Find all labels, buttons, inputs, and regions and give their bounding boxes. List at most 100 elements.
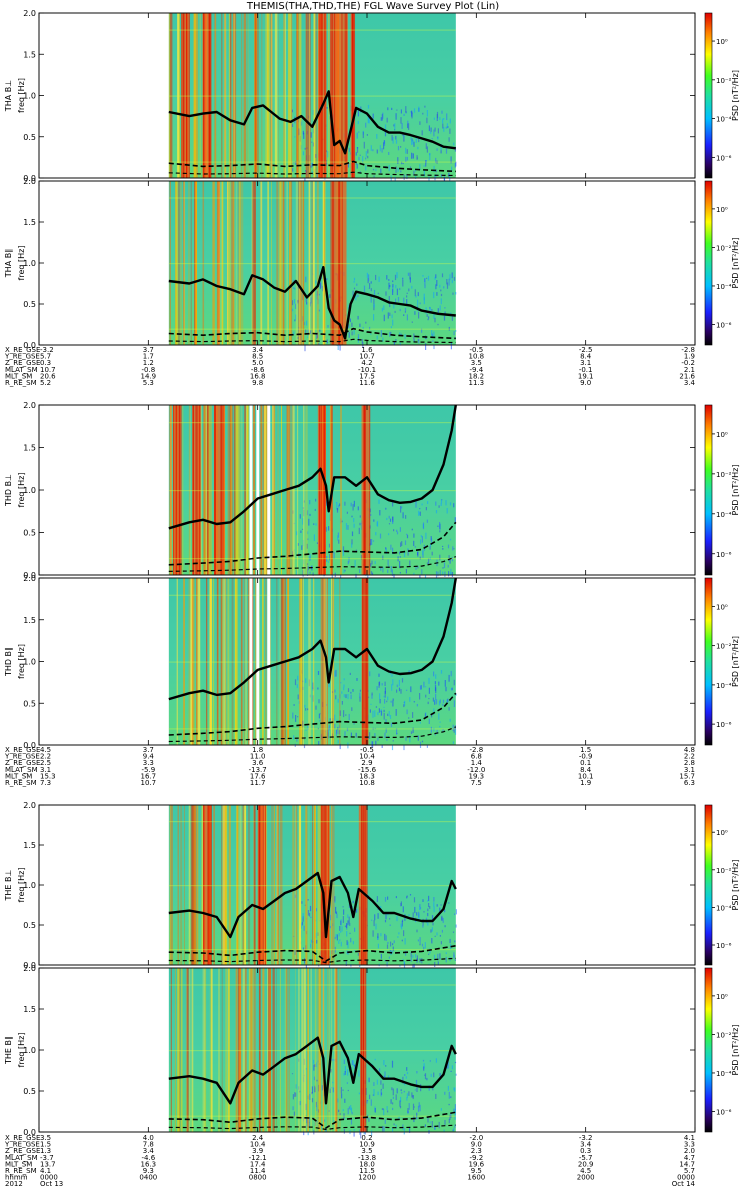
ephemeris-value: 9.4 <box>143 753 155 761</box>
ephemeris-row-label: MLAT_SM <box>5 766 38 774</box>
ephemeris-row-label: MLAT_SM <box>5 1154 38 1162</box>
colorbar-label: PSD [nT²/Hz] <box>731 1025 740 1076</box>
high-power-band <box>185 13 188 178</box>
ephemeris-value: 1.6 <box>361 346 373 354</box>
probe-group-tha: 0.0 0.5 1.0 1.5 2.0 THA B⊥ freq [Hz] 10⁰ 10⁻² 10⁻… <box>4 9 740 387</box>
ephemeris-row-label: R_RE_SM <box>5 1167 37 1175</box>
high-power-band <box>341 13 343 178</box>
colorbar <box>704 180 713 346</box>
harmonic-curve <box>168 556 457 572</box>
y-tick-label: 1.5 <box>23 50 36 59</box>
gyrofrequency-curve <box>168 90 456 155</box>
ephemeris-value: 3.1 <box>684 766 695 774</box>
ephemeris-value: -12.0 <box>467 766 485 774</box>
y-tick-label: 1.5 <box>23 616 36 625</box>
ephemeris-value: 3.4 <box>252 346 264 354</box>
high-power-band <box>324 405 326 575</box>
high-power-band <box>207 805 209 965</box>
colorbar-tick-label: 10⁻⁴ <box>716 1070 732 1078</box>
ephemeris-value: 10.1 <box>578 772 594 780</box>
ephemeris-value: 5.2 <box>40 379 51 387</box>
high-power-band <box>363 805 365 965</box>
ephemeris-value: -2.8 <box>681 346 695 354</box>
ephemeris-value: 1.8 <box>252 746 263 754</box>
ephemeris-table: X_RE_GSE 3.5 4.0 2.4 0.2 -2.0 -3.2 4.1Y_RE_GSE 1… <box>4 1134 696 1188</box>
ephemeris-table: X_RE_GSE 4.5 3.7 1.8 -0.5 -2.8 1.5 4.8Y_RE_GSE 2… <box>4 746 695 787</box>
high-power-band <box>331 13 333 178</box>
y-tick-label: 0.5 <box>23 1087 36 1096</box>
wave-power-streaks <box>169 181 343 345</box>
high-power-band <box>203 13 205 178</box>
ephemeris-value: 19.6 <box>469 1160 485 1168</box>
date-label: Oct 13 <box>40 1180 63 1188</box>
ephemeris-row-label: MLT_SM <box>5 372 32 380</box>
harmonic-curve <box>168 945 456 962</box>
ephemeris-value: 2.5 <box>40 759 51 767</box>
panel-border <box>38 804 696 966</box>
ephemeris-row-label: Z_RE_GSE <box>5 359 40 367</box>
ephemeris-value: -0.1 <box>579 366 593 374</box>
time-axis-label: hhmm <box>5 1174 28 1182</box>
panel-label: THA B⊥ <box>4 80 13 112</box>
ephemeris-value: 11.4 <box>250 1167 266 1175</box>
y-tick-label: 0.0 <box>23 1128 36 1137</box>
ephemeris-value: -3.2 <box>40 346 54 354</box>
y-tick-label: 1.0 <box>23 881 36 890</box>
high-power-band <box>210 805 213 965</box>
ephemeris-value: -5.7 <box>579 1154 593 1162</box>
ephemeris-value: 3.4 <box>580 1141 592 1149</box>
ephemeris-value: -4.6 <box>141 1154 155 1162</box>
time-tick-label: 2000 <box>577 1174 595 1182</box>
y-tick-label: 2.0 <box>23 964 36 973</box>
high-power-band <box>203 805 212 965</box>
harmonic-curve <box>168 160 456 173</box>
high-power-band <box>208 13 211 178</box>
y-tick-label: 1.0 <box>23 1046 36 1055</box>
high-power-band <box>331 181 334 345</box>
axis-label: freq [Hz] <box>17 473 26 508</box>
ephemeris-value: 4.7 <box>684 1154 695 1162</box>
high-power-band <box>362 578 364 745</box>
noise-stripe <box>168 594 456 596</box>
spectrogram-panel: 0.0 0.5 1.0 1.5 2.0 THE B⊥ freq [Hz] 10⁰ 10⁻² 10⁻… <box>4 801 740 970</box>
spectrogram-panel: 0.0 0.5 1.0 1.5 2.0 THD B⊥ freq [Hz] 10⁰ 10⁻² 10⁻… <box>4 401 740 582</box>
colorbar-tick-label: 10⁻⁴ <box>716 682 732 690</box>
high-power-band <box>365 578 367 745</box>
spectrogram-base <box>168 13 456 178</box>
ephemeris-table: X_RE_GSE -3.2 3.7 3.4 1.6 -0.5 -2.5 -2.8 Y_RE_GS… <box>4 346 696 387</box>
ephemeris-value: 18.2 <box>469 372 485 380</box>
high-power-band <box>318 13 321 178</box>
y-tick-label: 0.5 <box>23 921 36 930</box>
ephemeris-value: 1.5 <box>40 1141 51 1149</box>
high-power-band <box>203 13 212 178</box>
high-power-band <box>188 13 190 178</box>
high-power-band <box>338 181 340 345</box>
ephemeris-value: 4.5 <box>40 746 51 754</box>
ephemeris-value: 2.9 <box>361 759 372 767</box>
ephemeris-value: 9.0 <box>580 379 591 387</box>
ephemeris-value: 19.3 <box>469 772 485 780</box>
ephemeris-value: 5.7 <box>40 353 51 361</box>
ephemeris-row-label: X_RE_GSE <box>5 346 40 354</box>
y-tick-label: 0.5 <box>23 699 36 708</box>
ephemeris-value: 3.7 <box>143 746 154 754</box>
ephemeris-value: 10.7 <box>40 366 56 374</box>
colorbar-tick-label: 10⁻² <box>716 643 732 651</box>
high-power-band <box>362 968 364 1132</box>
ephemeris-value: 9.8 <box>252 379 263 387</box>
y-tick-label: 2.0 <box>23 801 36 810</box>
ephemeris-value: 10.7 <box>359 353 375 361</box>
ephemeris-value: -0.5 <box>360 746 374 754</box>
high-power-band <box>181 13 190 178</box>
noise-stripe <box>168 661 456 663</box>
high-power-band <box>366 805 368 965</box>
ephemeris-value: 5.0 <box>252 359 263 367</box>
ephemeris-value: -13.7 <box>249 766 267 774</box>
ephemeris-value: 20.6 <box>40 372 56 380</box>
ephemeris-row-label: Z_RE_GSE <box>5 759 40 767</box>
y-tick-label: 1.5 <box>23 218 36 227</box>
harmonic-curve <box>168 327 456 340</box>
ephemeris-row-label: Y_RE_GSE <box>4 353 40 361</box>
harmonic-curve <box>168 171 456 177</box>
